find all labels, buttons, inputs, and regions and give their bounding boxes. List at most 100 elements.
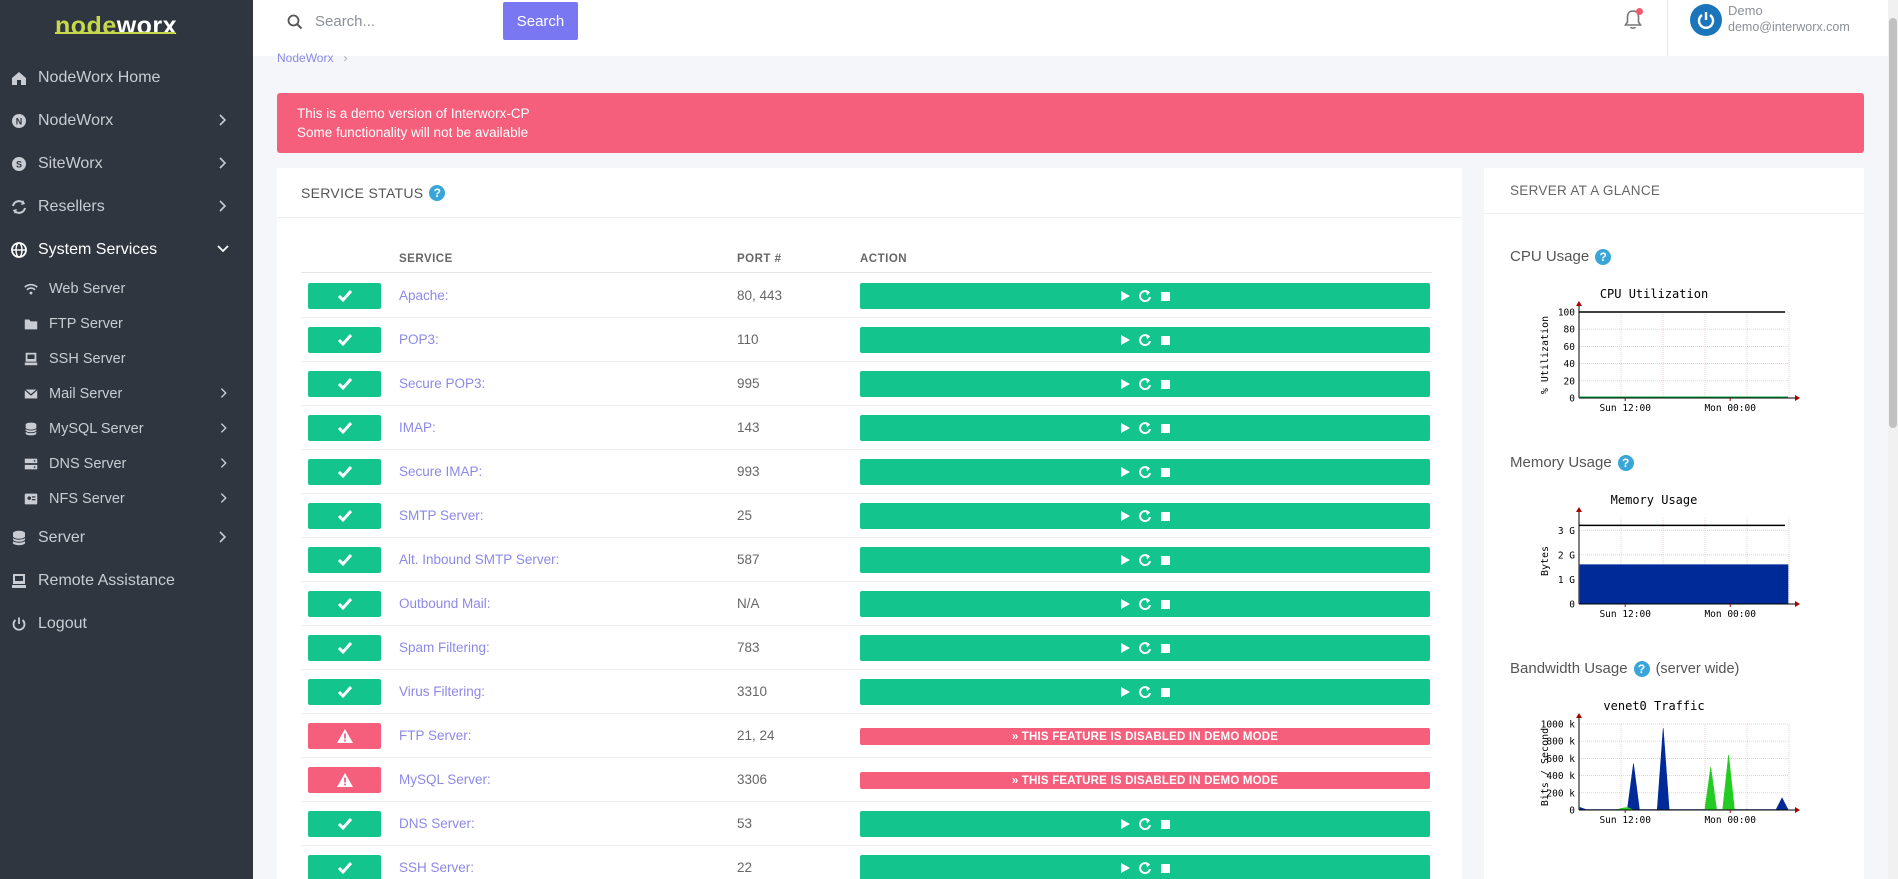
service-name-link[interactable]: Spam Filtering: <box>399 640 490 655</box>
start-icon[interactable] <box>1118 597 1132 611</box>
stop-icon[interactable] <box>1158 421 1172 435</box>
stop-icon[interactable] <box>1158 861 1172 875</box>
service-status-badge <box>308 811 381 837</box>
logo[interactable]: nodeworx <box>0 0 253 52</box>
service-name-link[interactable]: Secure POP3: <box>399 376 486 391</box>
start-icon[interactable] <box>1118 685 1132 699</box>
cpu-help-icon[interactable]: ? <box>1595 248 1612 265</box>
service-name-link[interactable]: IMAP: <box>399 420 436 435</box>
restart-icon[interactable] <box>1138 553 1152 567</box>
start-icon[interactable] <box>1118 817 1132 831</box>
page-scrollbar[interactable] <box>1888 0 1898 879</box>
server-icon <box>23 456 39 472</box>
restart-icon[interactable] <box>1138 817 1152 831</box>
sidebar-item-logout[interactable]: Logout <box>0 602 253 645</box>
restart-icon[interactable] <box>1138 377 1152 391</box>
stop-icon[interactable] <box>1158 817 1172 831</box>
service-status-badge <box>308 855 381 879</box>
restart-icon[interactable] <box>1138 861 1152 875</box>
search-button[interactable]: Search <box>503 2 578 40</box>
sidebar-item-server[interactable]: Server <box>0 516 253 559</box>
service-name-link[interactable]: Virus Filtering: <box>399 684 486 699</box>
restart-icon[interactable] <box>1138 421 1152 435</box>
service-name-link[interactable]: Secure IMAP: <box>399 464 483 479</box>
stop-icon[interactable] <box>1158 641 1172 655</box>
stop-icon[interactable] <box>1158 597 1172 611</box>
service-name-link[interactable]: FTP Server: <box>399 728 472 743</box>
search-input[interactable] <box>315 6 495 36</box>
sidebar-item-resellers[interactable]: Resellers <box>0 185 253 228</box>
service-name-link[interactable]: Alt. Inbound SMTP Server: <box>399 552 560 567</box>
table-row: Secure POP3: 995 <box>301 362 1432 406</box>
restart-icon[interactable] <box>1138 597 1152 611</box>
check-icon <box>337 466 352 479</box>
start-icon[interactable] <box>1118 289 1132 303</box>
service-name-link[interactable]: DNS Server: <box>399 816 475 831</box>
sidebar-item-system-services[interactable]: System Services <box>0 228 253 271</box>
sidebar-subitem-ftp-server[interactable]: FTP Server <box>0 306 253 341</box>
bandwidth-help-icon[interactable]: ? <box>1633 660 1650 677</box>
chart-y-tick-label: 20 <box>1564 376 1576 387</box>
stop-icon[interactable] <box>1158 509 1172 523</box>
restart-icon[interactable] <box>1138 465 1152 479</box>
service-actions <box>860 679 1430 705</box>
stop-icon[interactable] <box>1158 685 1172 699</box>
service-name-link[interactable]: POP3: <box>399 332 439 347</box>
service-name-link[interactable]: Apache: <box>399 288 449 303</box>
service-actions <box>860 635 1430 661</box>
start-icon[interactable] <box>1118 377 1132 391</box>
sidebar-subitem-mysql-server[interactable]: MySQL Server <box>0 411 253 446</box>
sidebar-item-remote-assistance[interactable]: Remote Assistance <box>0 559 253 602</box>
service-name-link[interactable]: SSH Server: <box>399 860 475 875</box>
service-status-header: SERVICE STATUS ? <box>277 168 1462 218</box>
sidebar-item-siteworx[interactable]: S SiteWorx <box>0 142 253 185</box>
cpu-usage-title: CPU Usage ? <box>1510 248 1612 265</box>
stop-icon[interactable] <box>1158 377 1172 391</box>
sidebar-item-label: Resellers <box>38 197 105 215</box>
stop-icon[interactable] <box>1158 289 1172 303</box>
memory-help-icon[interactable]: ? <box>1617 454 1634 471</box>
service-actions <box>860 415 1430 441</box>
restart-icon[interactable] <box>1138 509 1152 523</box>
breadcrumb-root[interactable]: NodeWorx <box>277 51 334 65</box>
start-icon[interactable] <box>1118 509 1132 523</box>
service-name-link[interactable]: MySQL Server: <box>399 772 491 787</box>
service-name-link[interactable]: Outbound Mail: <box>399 596 491 611</box>
start-icon[interactable] <box>1118 333 1132 347</box>
start-icon[interactable] <box>1118 641 1132 655</box>
nodeworx-icon: N <box>10 112 28 130</box>
sidebar-item-nodeworx-home[interactable]: NodeWorx Home <box>0 56 253 99</box>
service-status-badge <box>308 503 381 529</box>
chart-y-arrow <box>1576 713 1582 718</box>
restart-icon[interactable] <box>1138 333 1152 347</box>
user-menu[interactable]: Demo demo@interworx.com <box>1667 0 1897 56</box>
avatar[interactable] <box>1690 4 1722 36</box>
scrollbar-thumb[interactable] <box>1889 18 1897 428</box>
stop-icon[interactable] <box>1158 333 1172 347</box>
restart-icon[interactable] <box>1138 685 1152 699</box>
sidebar-subitem-dns-server[interactable]: DNS Server <box>0 446 253 481</box>
sidebar-subitem-nfs-server[interactable]: NFS Server <box>0 481 253 516</box>
resellers-icon <box>10 198 28 216</box>
help-icon[interactable]: ? <box>429 184 446 201</box>
sidebar-subitem-ssh-server[interactable]: SSH Server <box>0 341 253 376</box>
service-status-badge <box>308 679 381 705</box>
stop-icon[interactable] <box>1158 553 1172 567</box>
sidebar-subitem-mail-server[interactable]: Mail Server <box>0 376 253 411</box>
check-icon <box>337 642 352 655</box>
start-icon[interactable] <box>1118 465 1132 479</box>
service-name-link[interactable]: SMTP Server: <box>399 508 484 523</box>
check-icon <box>337 862 352 875</box>
chart-x-arrow <box>1795 601 1800 607</box>
stop-icon[interactable] <box>1158 465 1172 479</box>
sidebar-subitem-web-server[interactable]: Web Server <box>0 271 253 306</box>
start-icon[interactable] <box>1118 421 1132 435</box>
table-row: POP3: 110 <box>301 318 1432 362</box>
restart-icon[interactable] <box>1138 641 1152 655</box>
service-actions <box>860 283 1430 309</box>
start-icon[interactable] <box>1118 861 1132 875</box>
restart-icon[interactable] <box>1138 289 1152 303</box>
service-actions <box>860 327 1430 353</box>
start-icon[interactable] <box>1118 553 1132 567</box>
sidebar-item-nodeworx[interactable]: N NodeWorx <box>0 99 253 142</box>
